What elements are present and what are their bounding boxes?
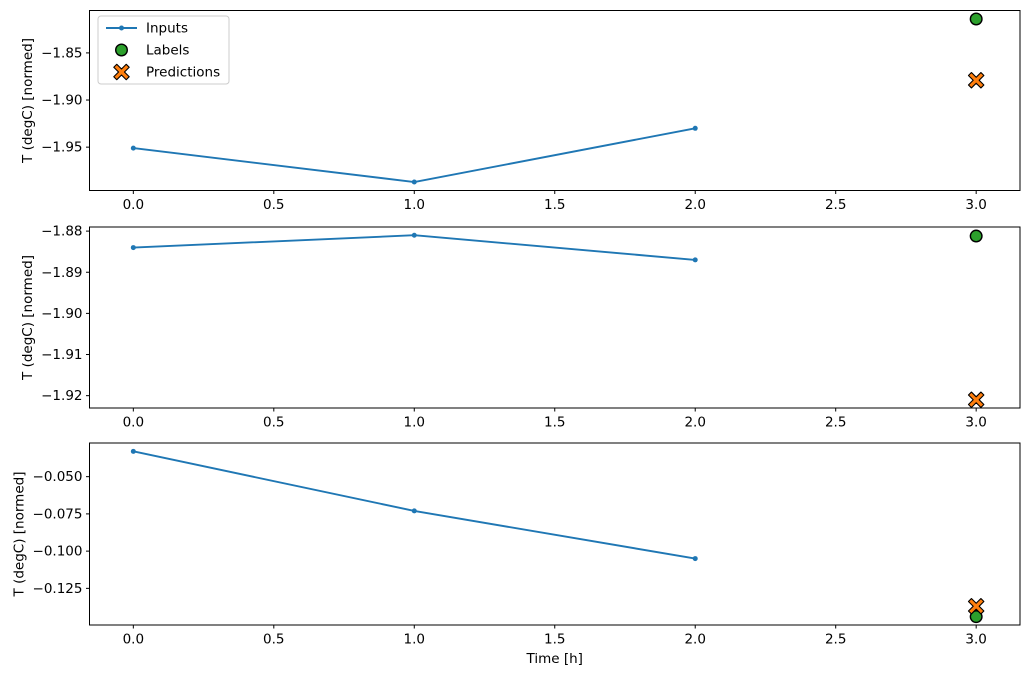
x-tick-label: 1.0	[404, 197, 425, 213]
inputs-marker	[411, 508, 417, 514]
legend-box	[97, 15, 230, 85]
x-tick-label: 1.5	[544, 632, 565, 648]
x-tick-label: 0.5	[263, 632, 284, 648]
inputs-line	[133, 127, 696, 183]
predictions-marker	[967, 391, 985, 409]
x-tick-label: 0.0	[123, 415, 144, 431]
predictions-marker	[967, 71, 985, 89]
legend-predictions-marker	[113, 63, 130, 81]
inputs-marker	[130, 145, 136, 151]
x-tick-label: 2.0	[684, 632, 705, 648]
x-axis-label: Time [h]	[526, 651, 583, 667]
labels-marker	[969, 12, 983, 26]
inputs-marker	[130, 245, 136, 251]
inputs-marker	[411, 179, 417, 185]
legend: Inputs Labels Predictions	[97, 15, 230, 85]
y-axis-label: T (degC) [normed]	[12, 472, 28, 598]
x-tick-label: 0.0	[123, 197, 144, 213]
subplot-2: 0.0 0.5 1.0 1.5 2.0 2.5 3.0 −1.88 −1.89 −1.90 −1.9…	[20, 224, 1021, 431]
y-axis-label: T (degC) [normed]	[20, 38, 36, 164]
axes-spine	[89, 442, 1021, 626]
y-tick-label: −1.90	[41, 306, 82, 322]
legend-item-label: Predictions	[146, 65, 220, 81]
x-tick-label: 3.0	[965, 197, 986, 213]
legend-item-label: Inputs	[146, 21, 188, 37]
y-tick-label: −1.88	[41, 224, 82, 240]
inputs-line	[133, 450, 696, 560]
x-tick-label: 2.5	[825, 197, 846, 213]
x-tick-label: 3.0	[965, 632, 986, 648]
subplot-1: 0.0 0.5 1.0 1.5 2.0 2.5 3.0 −1.85 −1.90 −1.95 T (d…	[20, 10, 1021, 213]
inputs-marker	[692, 556, 698, 562]
y-axis-label: T (degC) [normed]	[20, 255, 36, 381]
x-tick-label: 2.0	[684, 415, 705, 431]
y-tick-label: −1.89	[41, 265, 82, 281]
inputs-marker	[692, 125, 698, 131]
y-tick-label: −0.075	[33, 506, 83, 522]
subplot-3: 0.0 0.5 1.0 1.5 2.0 2.5 3.0 −0.050 −0.075 −0.100 −…	[12, 442, 1021, 667]
x-tick-label: 2.5	[825, 415, 846, 431]
axes-spine	[89, 226, 1021, 409]
y-tick-label: −0.050	[33, 469, 83, 485]
legend-labels-marker	[114, 43, 128, 57]
legend-item-label: Labels	[146, 43, 189, 59]
x-tick-label: 1.5	[544, 197, 565, 213]
inputs-marker	[692, 257, 698, 263]
x-tick-label: 0.5	[263, 415, 284, 431]
y-tick-label: −0.100	[33, 544, 83, 560]
predictions-marker	[967, 597, 985, 615]
labels-marker	[969, 229, 983, 243]
y-tick-label: −1.90	[41, 93, 82, 109]
x-tick-label: 2.0	[684, 197, 705, 213]
x-tick-label: 0.0	[123, 632, 144, 648]
x-tick-label: 1.0	[404, 632, 425, 648]
y-tick-label: −1.85	[41, 45, 82, 61]
x-tick-label: 1.5	[544, 415, 565, 431]
y-tick-label: −1.91	[41, 347, 82, 363]
x-tick-label: 3.0	[965, 415, 986, 431]
x-tick-label: 1.0	[404, 415, 425, 431]
y-tick-label: −1.95	[41, 140, 82, 156]
x-tick-label: 0.5	[263, 197, 284, 213]
inputs-marker	[130, 448, 136, 454]
y-tick-label: −1.92	[41, 388, 82, 404]
y-tick-label: −0.125	[33, 581, 83, 597]
x-tick-label: 2.5	[825, 632, 846, 648]
axes-spine	[89, 10, 1021, 191]
inputs-marker	[411, 232, 417, 238]
labels-marker	[969, 610, 983, 624]
legend-inputs-marker	[119, 25, 124, 31]
inputs-line	[133, 234, 696, 261]
